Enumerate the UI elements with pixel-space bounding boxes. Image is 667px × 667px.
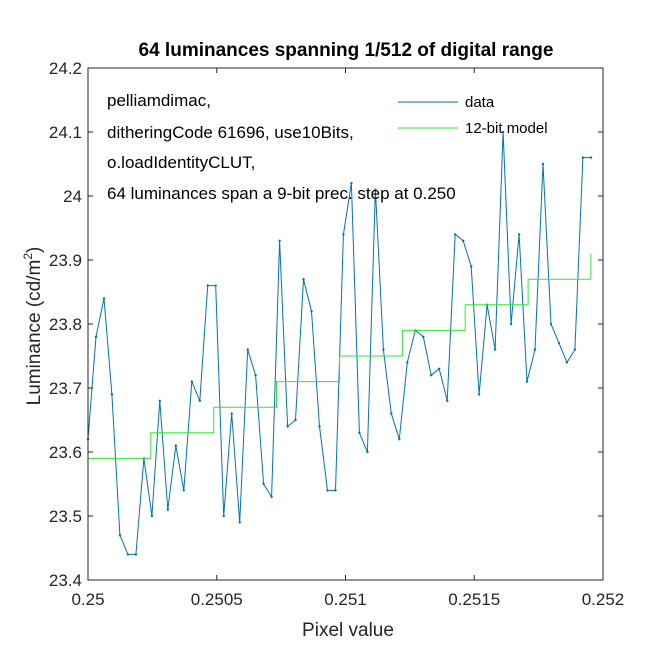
data-point — [406, 361, 409, 364]
data-point — [230, 412, 233, 415]
y-tick-label: 23.7 — [49, 379, 82, 398]
x-tick-label: 0.2515 — [448, 590, 500, 609]
data-point — [390, 412, 393, 415]
y-tick-label: 24.1 — [49, 123, 82, 142]
y-tick-label: 24.2 — [49, 59, 82, 78]
data-point — [270, 495, 273, 498]
legend-label-12-bit-model: 12-bit model — [465, 120, 548, 137]
annotation-line-3: o.loadIdentityCLUT, — [107, 153, 255, 172]
y-axis-label-close: ) — [24, 247, 45, 253]
data-point — [454, 233, 457, 236]
data-point — [517, 233, 521, 236]
y-axis-label: Luminance (cd/m2) — [21, 247, 45, 406]
data-point — [565, 361, 569, 364]
annotation-line-4: 64 luminances span a 9-bit prec. step at… — [107, 184, 456, 203]
x-tick-label: 0.2505 — [191, 590, 243, 609]
data-point — [549, 322, 553, 326]
annotation-box: pelliamdimac, ditheringCode 61696, use10… — [107, 91, 456, 203]
data-point — [158, 399, 161, 402]
data-point — [286, 425, 289, 428]
data-point — [206, 284, 209, 287]
legend: data 12-bit model — [398, 94, 548, 137]
data-point — [430, 374, 433, 377]
legend-label-data: data — [465, 94, 495, 111]
chart-title: 64 luminances spanning 1/512 of digital … — [139, 40, 554, 61]
data-point — [246, 348, 249, 351]
data-point — [398, 438, 401, 441]
data-point — [126, 553, 130, 556]
data-point — [382, 348, 385, 351]
y-tick-label: 23.4 — [49, 571, 82, 590]
data-point — [477, 393, 481, 396]
data-point — [438, 367, 441, 370]
data-point — [557, 342, 561, 345]
data-point — [374, 188, 377, 191]
data-point — [350, 182, 353, 185]
y-tick-label: 24 — [63, 187, 82, 206]
data-point — [573, 348, 577, 351]
data-point — [222, 514, 225, 518]
data-point — [174, 444, 177, 447]
data-point — [198, 399, 201, 402]
data-point — [541, 162, 545, 166]
data-point — [94, 335, 98, 338]
data-point — [533, 348, 537, 351]
data-point — [581, 156, 585, 159]
data-point — [254, 374, 257, 377]
data-point — [509, 322, 513, 326]
annotation-line-1: pelliamdimac, — [107, 91, 211, 110]
series-layer — [86, 130, 593, 556]
data-point — [334, 489, 337, 492]
x-axis-label: Pixel value — [302, 620, 394, 641]
data-point — [422, 335, 425, 338]
data-point — [358, 431, 361, 434]
y-axis-label-superscript: 2 — [21, 253, 35, 260]
data-point — [462, 239, 465, 242]
data-point — [150, 514, 154, 518]
data-point — [366, 450, 369, 454]
data-point — [326, 489, 329, 492]
data-point — [238, 521, 241, 524]
data-point — [262, 482, 265, 486]
annotation-line-2: ditheringCode 61696, use10Bits, — [107, 123, 354, 142]
data-point — [134, 553, 138, 556]
data-point — [589, 156, 593, 159]
series-line-12-bit-model — [88, 253, 592, 459]
y-tick-label: 23.9 — [49, 251, 82, 270]
y-tick-label: 23.6 — [49, 443, 82, 462]
data-point — [182, 489, 185, 492]
data-point — [118, 534, 122, 537]
data-point — [310, 310, 313, 313]
x-tick-label: 0.252 — [582, 590, 625, 609]
data-point — [278, 239, 281, 242]
y-tick-label: 23.8 — [49, 315, 82, 334]
data-point — [525, 380, 529, 383]
data-point — [342, 233, 345, 236]
data-point — [501, 130, 505, 134]
data-point — [493, 348, 497, 351]
data-point — [318, 425, 321, 428]
x-tick-label: 0.25 — [71, 590, 104, 609]
axes-layer: 0.25 0.2505 0.251 0.2515 0.252 23.4 23.5 23.6 23… — [49, 59, 624, 609]
data-point — [470, 265, 473, 268]
data-point — [446, 399, 449, 402]
data-point — [214, 284, 217, 287]
x-tick-label: 0.251 — [324, 590, 367, 609]
data-point — [102, 297, 106, 300]
data-point — [190, 380, 193, 383]
data-point — [166, 508, 169, 511]
data-point — [294, 418, 297, 422]
y-tick-label: 23.5 — [49, 507, 82, 526]
data-point — [110, 393, 114, 396]
y-axis-label-main: Luminance (cd/m — [24, 260, 45, 406]
data-point — [302, 278, 305, 281]
